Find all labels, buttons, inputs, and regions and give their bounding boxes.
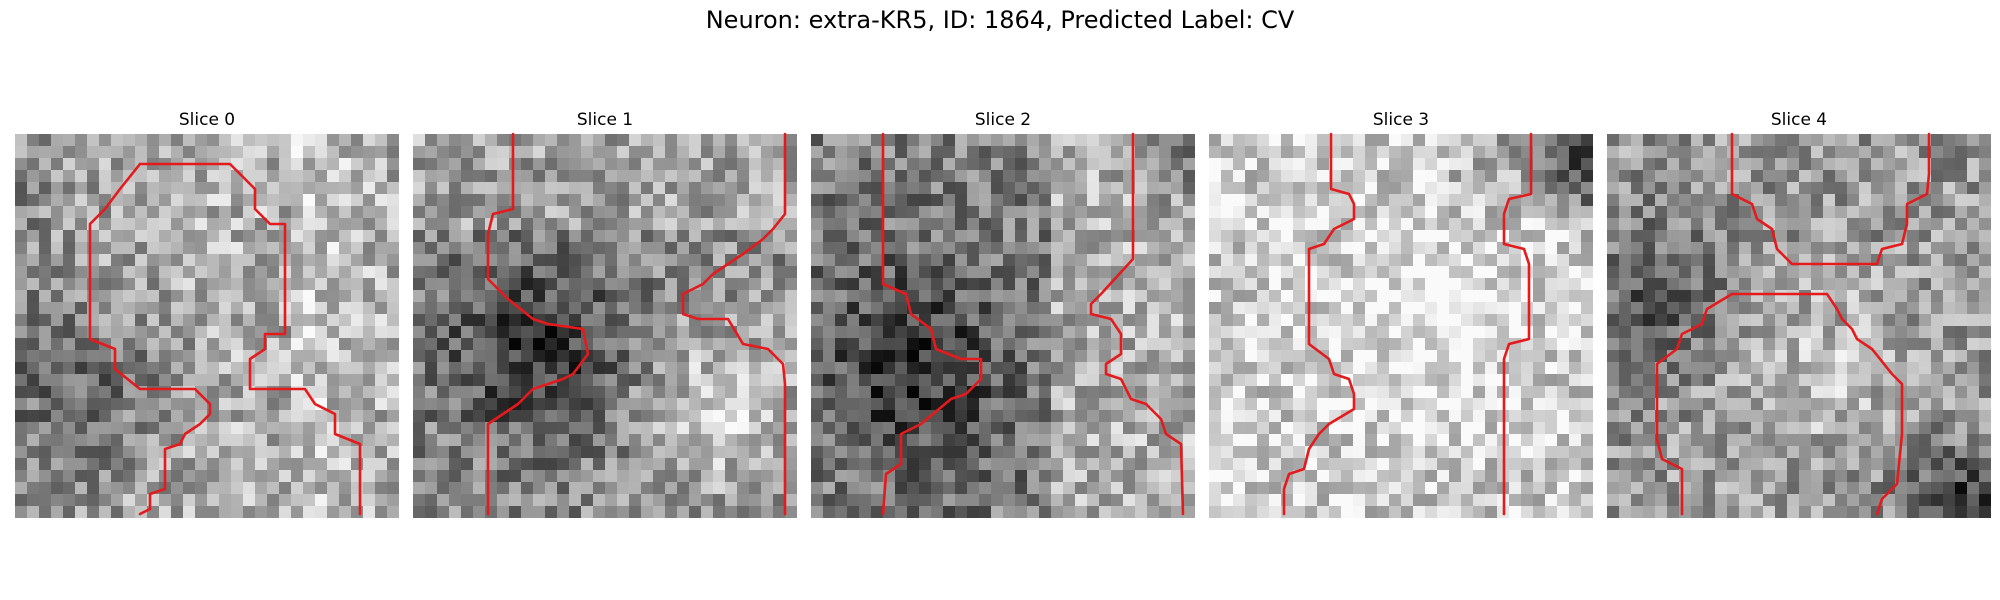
- slice-panel-4: Slice 4: [1607, 108, 1991, 518]
- contour-overlay: [1282, 132, 1533, 516]
- slice-image: [15, 134, 399, 518]
- contour-overlay: [486, 132, 787, 516]
- contour-line: [1282, 132, 1356, 516]
- contour-line: [681, 132, 787, 516]
- slice-image: [811, 134, 1195, 518]
- contour-line: [486, 132, 590, 516]
- contour-line: [88, 162, 212, 516]
- contour-line: [1730, 132, 1931, 266]
- slice-title: Slice 4: [1770, 110, 1828, 130]
- figure-title: Neuron: extra-KR5, ID: 1864, Predicted L…: [705, 6, 1295, 34]
- contour-line: [1655, 292, 1904, 516]
- contour-overlay: [1655, 132, 1931, 516]
- slice-panel-0: Slice 0: [15, 108, 399, 518]
- slice-panel-1: Slice 1: [413, 108, 797, 518]
- contour-line: [1502, 132, 1533, 516]
- contour-line: [881, 132, 983, 516]
- contour-line: [1089, 132, 1185, 516]
- slice-title: Slice 3: [1372, 110, 1430, 130]
- slice-panel-3: Slice 3: [1209, 108, 1593, 518]
- slice-title: Slice 0: [178, 110, 236, 130]
- contour-overlay: [881, 132, 1185, 516]
- slice-panel-2: Slice 2: [811, 108, 1195, 518]
- slice-title: Slice 1: [576, 110, 634, 130]
- contour-line: [138, 162, 362, 516]
- slice-title: Slice 2: [974, 110, 1032, 130]
- contour-overlay: [88, 162, 362, 516]
- slice-image: [1607, 134, 1991, 518]
